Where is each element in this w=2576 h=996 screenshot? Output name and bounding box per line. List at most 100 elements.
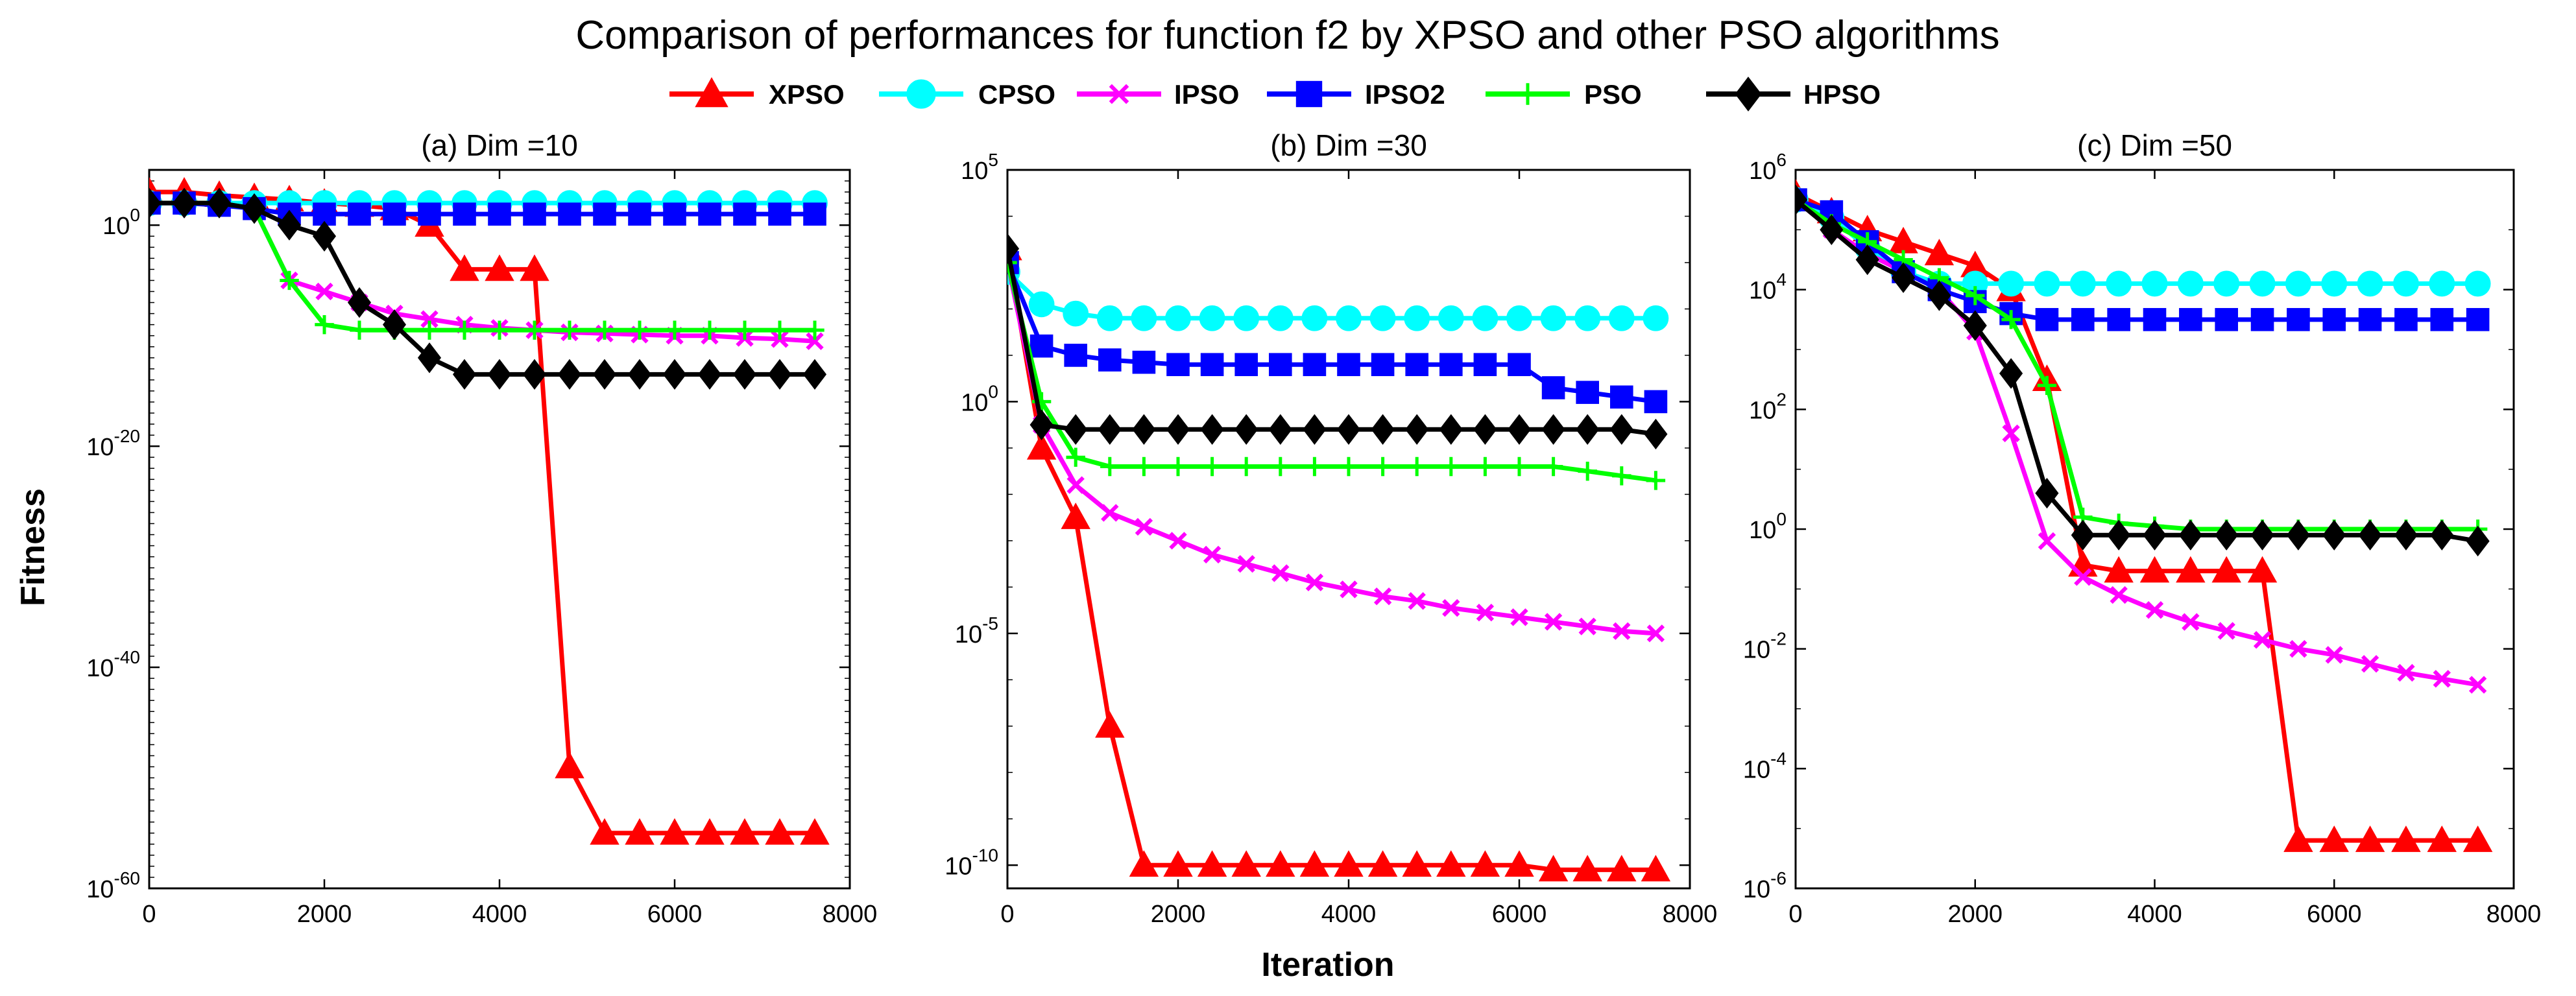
data-point <box>1169 532 1187 550</box>
data-point <box>1436 850 1466 877</box>
data-point <box>1336 305 1362 331</box>
y-tick-label: 106 <box>1749 150 1787 185</box>
data-point <box>1405 353 1428 377</box>
data-point <box>1367 850 1398 877</box>
data-point <box>1438 305 1464 331</box>
series-line <box>149 200 815 377</box>
data-point <box>1166 414 1190 445</box>
data-point <box>1506 305 1532 331</box>
x-tick-label: 6000 <box>647 901 703 928</box>
data-point <box>1646 471 1666 490</box>
legend-marker <box>1735 77 1762 112</box>
data-point <box>1966 286 1985 305</box>
data-point <box>2107 519 2131 551</box>
series-line <box>1007 248 1656 436</box>
data-point <box>2462 825 2493 852</box>
data-point <box>1200 353 1224 377</box>
data-point <box>2213 270 2240 297</box>
data-point <box>1404 305 1430 331</box>
data-point <box>698 202 721 226</box>
data-point <box>590 818 620 845</box>
y-tick-label: 105 <box>961 150 998 185</box>
data-point <box>1066 447 1085 467</box>
data-point <box>277 209 302 241</box>
data-point <box>1236 456 1256 477</box>
data-point <box>1644 390 1668 414</box>
subplot-title: (b) Dim =30 <box>1270 128 1427 162</box>
legend-item-xpso: XPSO <box>669 77 845 110</box>
data-point <box>2141 270 2168 297</box>
x-tick-label: 2000 <box>1151 901 1206 928</box>
series-ipso2 <box>1796 188 2490 331</box>
data-point <box>280 270 299 290</box>
y-tick-label: 100 <box>102 205 140 240</box>
y-tick-label: 10-40 <box>86 647 140 682</box>
data-point <box>806 332 824 350</box>
series-hpso <box>1007 233 1668 450</box>
legend-item-hpso: HPSO <box>1706 77 1881 112</box>
series-cpso <box>1007 259 1669 331</box>
data-point <box>2322 308 2346 331</box>
data-point <box>2250 308 2274 331</box>
legend-item-ipso: IPSO <box>1077 79 1239 110</box>
data-point <box>1337 353 1360 377</box>
data-point <box>2034 270 2060 297</box>
data-point <box>1610 385 1633 409</box>
data-point <box>1234 353 1258 377</box>
data-point <box>2430 308 2454 331</box>
data-point <box>1405 414 1429 445</box>
data-point <box>1131 305 1157 331</box>
data-point <box>525 320 544 340</box>
data-point <box>488 202 511 226</box>
data-point <box>2357 270 2383 297</box>
legend-item-cpso: CPSO <box>879 79 1055 110</box>
plot-frame <box>1006 169 1691 890</box>
data-point <box>1820 214 1844 246</box>
data-point <box>1541 414 1565 445</box>
data-point <box>2283 825 2313 852</box>
data-point <box>2143 519 2167 551</box>
x-tick-label: 4000 <box>472 901 527 928</box>
data-point <box>2468 676 2487 694</box>
legend: XPSO CPSO IPSO IPSO2 PSO HPSO <box>669 77 1881 112</box>
data-point <box>627 359 652 390</box>
data-point <box>1202 456 1222 477</box>
data-point <box>1540 305 1567 331</box>
legend-marker <box>906 79 936 109</box>
legend-marker <box>695 77 728 108</box>
data-point <box>560 320 579 340</box>
data-point <box>2355 825 2385 852</box>
data-point <box>1299 850 1330 877</box>
data-point <box>2394 519 2418 551</box>
data-point <box>2250 519 2274 551</box>
data-point <box>1612 466 1631 486</box>
legend-label: XPSO <box>769 79 845 110</box>
data-point <box>767 359 792 390</box>
data-point <box>732 359 757 390</box>
data-point <box>2179 308 2202 331</box>
data-point <box>487 359 512 390</box>
data-point <box>1135 517 1153 536</box>
data-point <box>420 310 439 328</box>
subplot-title: (a) Dim =10 <box>421 128 578 162</box>
data-point <box>1334 850 1364 877</box>
data-point <box>593 202 616 226</box>
data-point <box>1613 622 1631 640</box>
data-point <box>1028 291 1055 318</box>
data-point <box>1064 344 1088 367</box>
data-point <box>2394 308 2418 331</box>
data-point <box>312 220 337 252</box>
plot-area <box>149 177 830 845</box>
data-point <box>1644 418 1668 450</box>
subplot-title: (c) Dim =50 <box>2077 128 2232 162</box>
data-point <box>1029 409 1053 440</box>
data-point <box>2361 655 2379 673</box>
data-point <box>1999 358 2023 389</box>
data-point <box>1166 353 1190 377</box>
data-point <box>2107 308 2130 331</box>
data-point <box>595 320 614 340</box>
data-point <box>1165 305 1191 331</box>
y-tick-label: 10-10 <box>945 845 998 880</box>
data-point <box>1641 855 1671 882</box>
data-point <box>1163 850 1193 877</box>
